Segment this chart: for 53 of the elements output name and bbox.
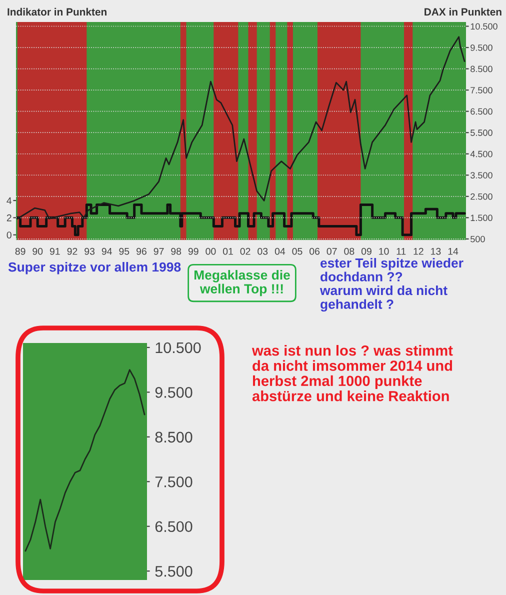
- x-tick-label: 99: [188, 248, 198, 255]
- x-tick-label: 89: [15, 248, 26, 255]
- y2-tick-label: 5.500: [470, 130, 492, 136]
- text: Megaklasse die wellen Top !!!: [194, 270, 290, 296]
- y-tick-label: 9.500: [155, 387, 192, 398]
- y-tick-label: 2: [6, 214, 12, 222]
- x-tick-label: 14: [448, 248, 458, 255]
- text: Super spitze vor allem 1998: [8, 262, 181, 274]
- x-tick-label: 10: [379, 248, 389, 255]
- x-tick-label: 01: [222, 248, 233, 255]
- x-tick-label: 94: [102, 248, 112, 255]
- y-tick-label: 10.500: [156, 342, 201, 354]
- y2-tick-label: 8.500: [470, 66, 492, 72]
- x-tick-label: 96: [136, 248, 146, 255]
- line-series: [24, 369, 146, 552]
- text: ester Teil spitze wieder dochdann ?? warum wird da nicht gehandelt ?: [320, 258, 464, 312]
- x-tick-label: 06: [310, 248, 320, 255]
- x-tick-label: 09: [361, 248, 372, 255]
- y2-tick-label: 4.500: [470, 150, 492, 158]
- y-tick-label: 5.500: [155, 566, 192, 577]
- y2-axis-title: DAX in Punkten: [424, 8, 502, 16]
- x-tick-label: 98: [171, 248, 182, 255]
- text: was ist nun los ? was stimmt da nicht imsommer 2014 und herbst 2mal 1000 punkte abstürze und keine Reaktion: [252, 345, 453, 402]
- x-tick-label: 97: [154, 248, 164, 255]
- x-tick-label: 03: [258, 248, 268, 255]
- y-tick-label: 0: [6, 232, 12, 238]
- x-tick-label: 00: [206, 248, 216, 255]
- x-tick-label: 02: [240, 248, 250, 255]
- y-tick-label: 6.500: [155, 521, 192, 532]
- y-tick-label: 7.500: [155, 476, 192, 488]
- x-tick-label: 95: [119, 248, 130, 255]
- x-tick-label: 07: [326, 248, 337, 255]
- x-tick-label: 08: [344, 248, 354, 255]
- y2-tick-label: 2.500: [470, 193, 492, 200]
- x-tick-label: 91: [50, 248, 60, 255]
- x-tick-label: 12: [414, 248, 424, 255]
- x-tick-label: 05: [292, 248, 302, 255]
- y2-tick-label: 3.500: [470, 172, 492, 178]
- y2-tick-label: 9.500: [470, 44, 492, 51]
- x-tick-label: 92: [67, 248, 78, 255]
- x-tick-label: 90: [32, 248, 43, 255]
- y2-tick-label: 1.500: [470, 214, 492, 222]
- y2-tick-label: 6.500: [470, 108, 492, 115]
- y-axis-title: Indikator in Punkten: [8, 8, 106, 16]
- y2-tick-label: 500: [470, 236, 485, 242]
- x-tick-label: 11: [396, 248, 406, 255]
- x-tick-label: 93: [84, 248, 95, 255]
- x-tick-label: 04: [274, 248, 286, 255]
- y-tick-label: 4: [6, 197, 12, 204]
- y2-tick-label: 10.500: [470, 23, 498, 30]
- x-tick-label: 13: [431, 248, 441, 255]
- y2-tick-label: 7.500: [470, 87, 492, 94]
- y-tick-label: 8.500: [155, 432, 192, 443]
